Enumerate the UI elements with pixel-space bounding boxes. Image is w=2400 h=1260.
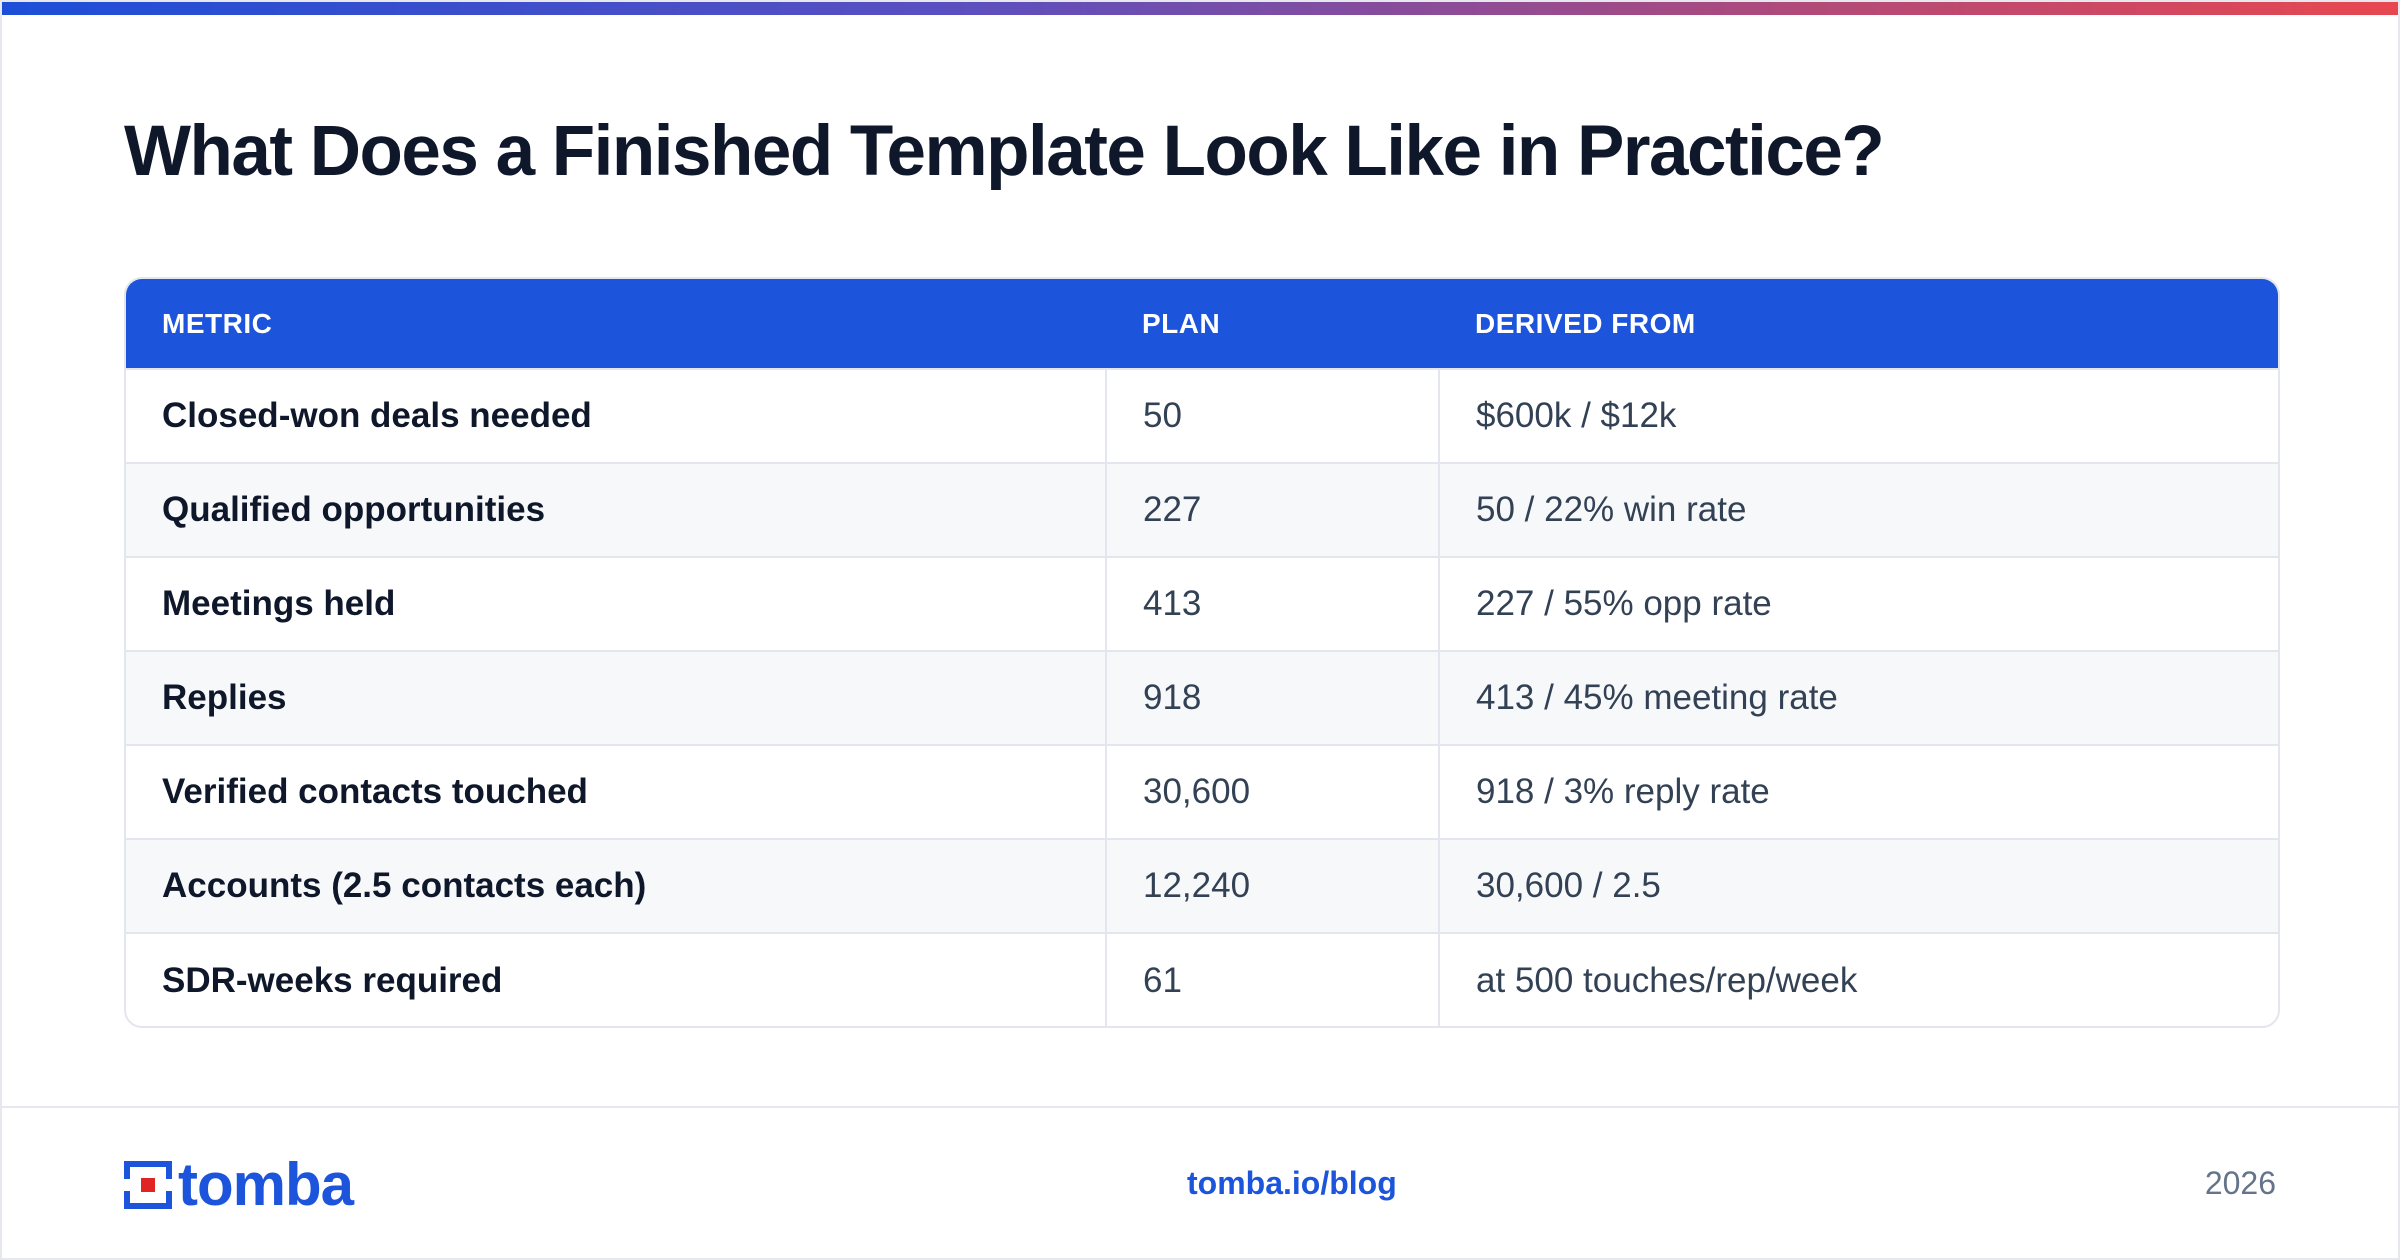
derived-cell: $600k / $12k xyxy=(1438,369,2278,463)
table-row: SDR-weeks required 61 at 500 touches/rep… xyxy=(126,933,2278,1026)
table-row: Verified contacts touched 30,600 918 / 3… xyxy=(126,745,2278,839)
column-header-metric: METRIC xyxy=(162,307,273,339)
plan-cell: 30,600 xyxy=(1105,745,1439,839)
derived-cell: 227 / 55% opp rate xyxy=(1438,557,2278,651)
footer-divider xyxy=(2,1106,2398,1108)
logo-wordmark: tomba xyxy=(178,1151,354,1218)
tomba-logo: tomba xyxy=(124,1151,354,1218)
plan-cell: 61 xyxy=(1105,933,1439,1026)
table-row: Accounts (2.5 contacts each) 12,240 30,6… xyxy=(126,839,2278,933)
metric-cell: SDR-weeks required xyxy=(162,960,503,1000)
plan-cell: 12,240 xyxy=(1105,839,1439,933)
tomba-logo-icon xyxy=(124,1161,172,1209)
derived-cell: 918 / 3% reply rate xyxy=(1438,745,2278,839)
blog-link[interactable]: tomba.io/blog xyxy=(1187,1165,1397,1201)
column-header-plan: PLAN xyxy=(1142,307,1221,339)
table-header-row: METRIC PLAN DERIVED FROM xyxy=(126,279,2278,369)
plan-cell: 50 xyxy=(1105,369,1439,463)
metric-cell: Replies xyxy=(162,678,287,717)
plan-cell: 918 xyxy=(1105,651,1439,745)
page-title: What Does a Finished Template Look Like … xyxy=(124,112,1885,191)
table-row: Qualified opportunities 227 50 / 22% win… xyxy=(126,463,2278,557)
metric-cell: Meetings held xyxy=(162,584,396,623)
metric-cell: Qualified opportunities xyxy=(162,490,546,529)
plan-cell: 227 xyxy=(1105,463,1439,557)
metric-cell: Closed-won deals needed xyxy=(162,396,592,435)
table-row: Replies 918 413 / 45% meeting rate xyxy=(126,651,2278,745)
table-row: Meetings held 413 227 / 55% opp rate xyxy=(126,557,2278,651)
footer-year: 2026 xyxy=(2204,1165,2276,1201)
derived-cell: 413 / 45% meeting rate xyxy=(1438,651,2278,745)
metric-cell: Accounts (2.5 contacts each) xyxy=(162,866,647,905)
derived-cell: at 500 touches/rep/week xyxy=(1438,933,2278,1026)
metrics-table: METRIC PLAN DERIVED FROM Closed-won deal… xyxy=(126,279,2278,1026)
derived-cell: 30,600 / 2.5 xyxy=(1438,839,2278,933)
table-row: Closed-won deals needed 50 $600k / $12k xyxy=(126,369,2278,463)
derived-cell: 50 / 22% win rate xyxy=(1438,463,2278,557)
gradient-top-bar xyxy=(2,2,2398,15)
metric-cell: Verified contacts touched xyxy=(162,772,588,811)
metrics-table-container: METRIC PLAN DERIVED FROM Closed-won deal… xyxy=(124,277,2280,1028)
column-header-derived-from: DERIVED FROM xyxy=(1475,307,1696,339)
plan-cell: 413 xyxy=(1105,557,1439,651)
